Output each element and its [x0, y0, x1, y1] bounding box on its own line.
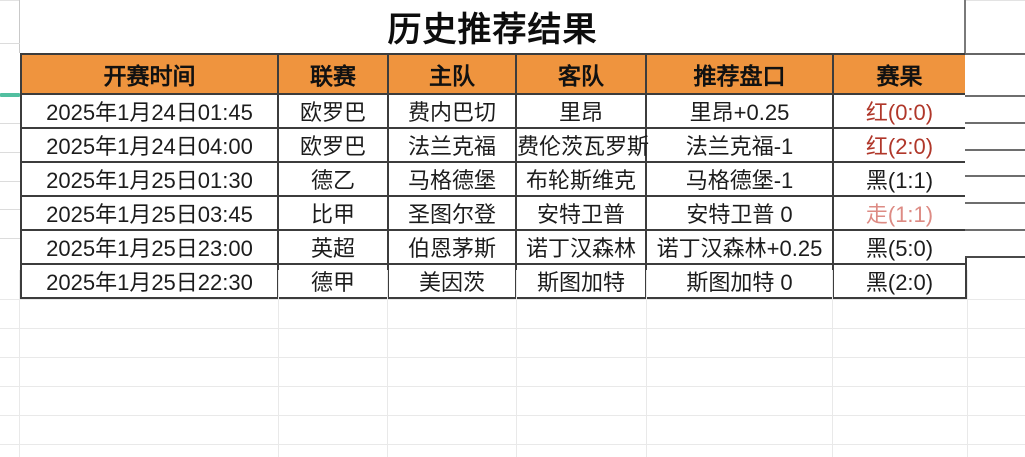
gridline: [646, 270, 647, 457]
col-header-away-team[interactable]: 客队: [515, 53, 647, 95]
cell-home-team[interactable]: 费内巴切: [387, 93, 517, 129]
table-row: 2025年1月25日23:00 英超 伯恩茅斯 诺丁汉森林 诺丁汉森林+0.25…: [20, 229, 967, 265]
gridline: [0, 357, 1025, 358]
adjacent-empty-column: [965, 53, 1025, 270]
gridline: [0, 43, 20, 44]
cell-result[interactable]: 黑(1:1): [832, 161, 967, 197]
empty-cell[interactable]: [965, 97, 1025, 124]
table-row: 2025年1月24日04:00 欧罗巴 法兰克福 费伦茨瓦罗斯 法兰克福-1 红…: [20, 127, 967, 163]
col-header-start-time[interactable]: 开赛时间: [20, 53, 279, 95]
cell-away-team[interactable]: 安特卫普: [515, 195, 647, 231]
gridline: [0, 152, 20, 153]
empty-cell[interactable]: [965, 177, 1025, 205]
cell-handicap[interactable]: 法兰克福-1: [645, 127, 834, 163]
cell-handicap[interactable]: 马格德堡-1: [645, 161, 834, 197]
empty-cell[interactable]: [965, 204, 1025, 231]
page-title[interactable]: 历史推荐结果: [20, 0, 965, 53]
cell-handicap[interactable]: 里昂+0.25: [645, 93, 834, 129]
cell-league[interactable]: 德甲: [277, 263, 389, 299]
cell-start-time[interactable]: 2025年1月24日01:45: [20, 93, 279, 129]
gridline: [0, 181, 20, 182]
cell-result[interactable]: 走(1:1): [832, 195, 967, 231]
gridline: [516, 270, 517, 457]
cell-away-team[interactable]: 诺丁汉森林: [515, 229, 647, 265]
table-row: 2025年1月24日01:45 欧罗巴 费内巴切 里昂 里昂+0.25 红(0:…: [20, 93, 967, 129]
cell-league[interactable]: 欧罗巴: [277, 127, 389, 163]
gridline: [0, 238, 20, 239]
col-header-handicap[interactable]: 推荐盘口: [645, 53, 834, 95]
cell-handicap[interactable]: 斯图加特 0: [645, 263, 834, 299]
cell-home-team[interactable]: 圣图尔登: [387, 195, 517, 231]
cell-start-time[interactable]: 2025年1月25日03:45: [20, 195, 279, 231]
cell-start-time[interactable]: 2025年1月25日22:30: [20, 263, 279, 299]
freeze-pane-indicator: [0, 93, 20, 97]
empty-cell[interactable]: [965, 55, 1025, 97]
table-row: 2025年1月25日01:30 德乙 马格德堡 布轮斯维克 马格德堡-1 黑(1…: [20, 161, 967, 197]
gridline: [0, 386, 1025, 387]
cell-league[interactable]: 欧罗巴: [277, 93, 389, 129]
gridline: [387, 270, 388, 457]
gridline: [967, 270, 968, 457]
cell-home-team[interactable]: 法兰克福: [387, 127, 517, 163]
table-row: 2025年1月25日03:45 比甲 圣图尔登 安特卫普 安特卫普 0 走(1:…: [20, 195, 967, 231]
cell-league[interactable]: 德乙: [277, 161, 389, 197]
cell-handicap[interactable]: 诺丁汉森林+0.25: [645, 229, 834, 265]
gridline: [0, 209, 20, 210]
gridline: [0, 123, 20, 124]
cell-start-time[interactable]: 2025年1月25日01:30: [20, 161, 279, 197]
cell-league[interactable]: 英超: [277, 229, 389, 265]
cell-start-time[interactable]: 2025年1月25日23:00: [20, 229, 279, 265]
cell-away-team[interactable]: 费伦茨瓦罗斯: [515, 127, 649, 163]
cell-away-team[interactable]: 布轮斯维克: [515, 161, 647, 197]
gridline: [278, 270, 279, 457]
header-row: 开赛时间 联赛 主队 客队 推荐盘口 赛果: [20, 53, 967, 95]
cell-home-team[interactable]: 马格德堡: [387, 161, 517, 197]
col-header-league[interactable]: 联赛: [277, 53, 389, 95]
cell-away-team[interactable]: 斯图加特: [515, 263, 647, 299]
gridline: [832, 270, 833, 457]
col-header-home-team[interactable]: 主队: [387, 53, 517, 95]
cell-handicap[interactable]: 安特卫普 0: [645, 195, 834, 231]
cell-result[interactable]: 黑(5:0): [832, 229, 967, 265]
gridline: [0, 415, 1025, 416]
cell-result[interactable]: 红(0:0): [832, 93, 967, 129]
cell-home-team[interactable]: 美因茨: [387, 263, 517, 299]
cell-away-team[interactable]: 里昂: [515, 93, 647, 129]
cell-start-time[interactable]: 2025年1月24日04:00: [20, 127, 279, 163]
cell-league[interactable]: 比甲: [277, 195, 389, 231]
cell-home-team[interactable]: 伯恩茅斯: [387, 229, 517, 265]
gridline: [964, 0, 966, 53]
cell-result[interactable]: 黑(2:0): [832, 263, 967, 299]
gridline: [19, 270, 20, 457]
results-table: 开赛时间 联赛 主队 客队 推荐盘口 赛果 2025年1月24日01:45 欧罗…: [20, 53, 967, 299]
gridline: [19, 0, 20, 53]
gridline: [0, 299, 1025, 300]
col-header-result[interactable]: 赛果: [832, 53, 967, 95]
empty-cell[interactable]: [965, 150, 1025, 178]
gridline: [0, 444, 1025, 445]
cell-result[interactable]: 红(2:0): [832, 127, 967, 163]
gridline: [0, 328, 1025, 329]
empty-cell[interactable]: [965, 123, 1025, 151]
empty-cell[interactable]: [965, 230, 1025, 258]
table-row: 2025年1月25日22:30 德甲 美因茨 斯图加特 斯图加特 0 黑(2:0…: [20, 263, 967, 299]
